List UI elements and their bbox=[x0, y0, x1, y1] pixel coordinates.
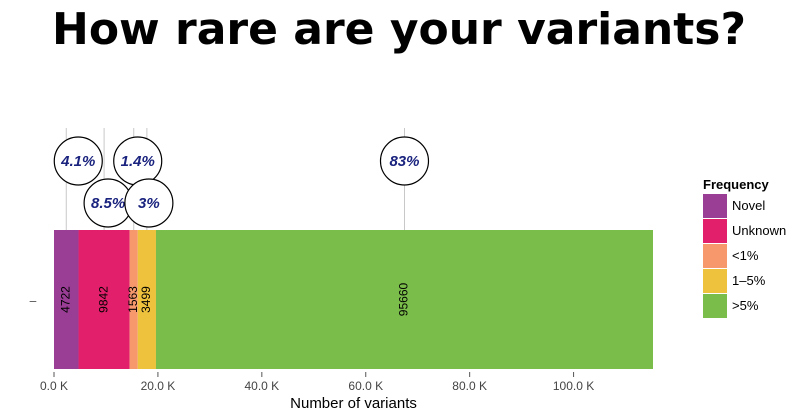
legend-title: Frequency bbox=[703, 177, 770, 192]
y-tick-label: – bbox=[30, 294, 37, 308]
percent-bubble bbox=[124, 178, 174, 228]
legend-entry: 1–5% bbox=[732, 273, 766, 288]
percent-label: 83% bbox=[389, 153, 419, 170]
legend-swatch bbox=[703, 294, 727, 318]
legend-swatch bbox=[703, 219, 727, 243]
bar-value-label: 95660 bbox=[397, 282, 411, 316]
x-tick-label: 60.0 K bbox=[348, 379, 383, 393]
page-title: How rare are your variants? bbox=[52, 4, 746, 55]
x-tick-label: 100.0 K bbox=[553, 379, 594, 393]
x-tick-label: 0.0 K bbox=[40, 379, 68, 393]
bar-segment-2[interactable] bbox=[78, 230, 130, 369]
bar-value-label: 3499 bbox=[139, 286, 153, 313]
legend-swatch bbox=[703, 269, 727, 293]
legend-entry: Novel bbox=[732, 198, 765, 213]
percent-bubble bbox=[53, 136, 103, 186]
bar-segment-4[interactable] bbox=[137, 230, 156, 369]
legend-swatch bbox=[703, 194, 727, 218]
x-axis-label: Number of variants bbox=[290, 395, 417, 412]
legend-entry: >5% bbox=[732, 298, 759, 313]
bar-segment-3[interactable] bbox=[129, 230, 138, 369]
percent-label: 4.1% bbox=[60, 153, 95, 170]
x-tick-label: 20.0 K bbox=[141, 379, 176, 393]
percent-label: 8.5% bbox=[91, 195, 125, 212]
legend-swatch bbox=[703, 244, 727, 268]
x-tick-label: 40.0 K bbox=[244, 379, 279, 393]
bar-segment-5[interactable] bbox=[155, 230, 653, 369]
bar-value-label: 4722 bbox=[58, 286, 72, 313]
bar-segment-1[interactable] bbox=[54, 230, 79, 369]
percent-label: 3% bbox=[138, 195, 160, 212]
legend-entry: <1% bbox=[732, 248, 759, 263]
bar-value-label: 1563 bbox=[126, 286, 140, 313]
bar-value-label: 9842 bbox=[96, 286, 110, 313]
percent-label: 1.4% bbox=[121, 153, 155, 170]
percent-bubble bbox=[379, 136, 430, 186]
x-tick-label: 80.0 K bbox=[452, 379, 487, 393]
legend-entry: Unknown bbox=[732, 223, 786, 238]
